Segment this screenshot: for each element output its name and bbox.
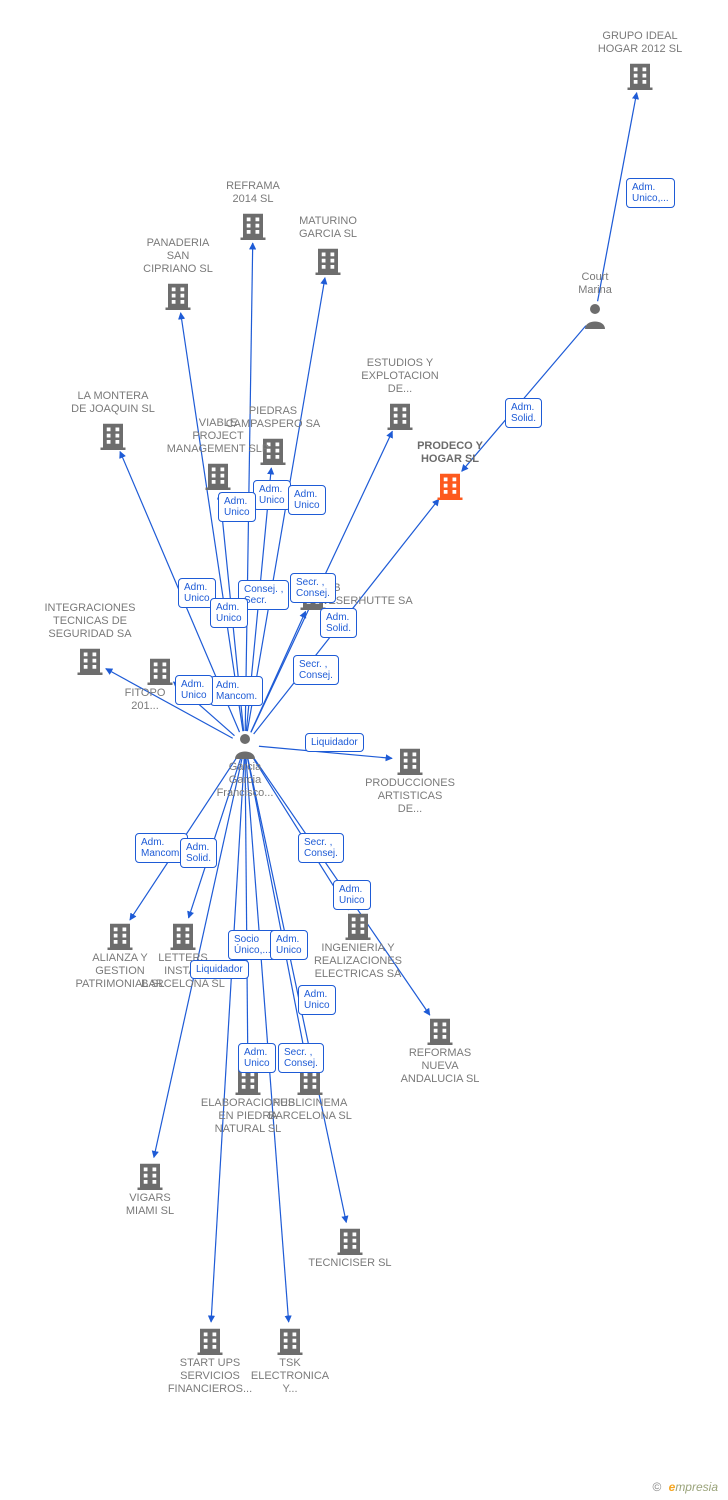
edge-label-garcia-reframa: Adm. Unico <box>253 480 291 510</box>
brand-rest: mpresia <box>675 1480 718 1494</box>
edge-label-garcia-reformas: Adm. Unico <box>333 880 371 910</box>
edge-label-garcia-viable: Adm. Unico <box>210 598 248 628</box>
edge-label-garcia-startups: Adm. Unico <box>238 1043 276 1073</box>
edge-label-garcia-letters: Adm. Solid. <box>180 838 217 868</box>
company-node-tecniciser[interactable] <box>335 1225 365 1260</box>
company-node-reformas[interactable] <box>425 1015 455 1050</box>
company-node-integraciones[interactable] <box>75 645 105 680</box>
edge-label-garcia-phb: Secr. , Consej. <box>293 655 339 685</box>
company-node-letters[interactable] <box>168 920 198 955</box>
company-node-ingenieria[interactable] <box>343 910 373 945</box>
company-node-viable[interactable] <box>203 460 233 495</box>
company-node-grupo_ideal[interactable] <box>625 60 655 95</box>
copyright-symbol: © <box>652 1480 661 1494</box>
person-node-court_marina[interactable] <box>583 301 607 334</box>
edge-garcia-reframa <box>245 243 253 731</box>
edge-label-garcia-producciones: Liquidador <box>305 733 364 752</box>
edge-label-garcia-estudios: Secr. , Consej. <box>290 573 336 603</box>
edge-label-garcia-tsk: Secr. , Consej. <box>278 1043 324 1073</box>
edge-label-garcia-tecniciser: Adm. Unico <box>298 985 336 1015</box>
edge-label-garcia-maturino: Adm. Unico <box>288 485 326 515</box>
company-node-vigars[interactable] <box>135 1160 165 1195</box>
edge-garcia-publicinema <box>248 759 307 1063</box>
company-node-la_montera[interactable] <box>98 420 128 455</box>
company-node-producciones[interactable] <box>395 745 425 780</box>
company-node-tsk[interactable] <box>275 1325 305 1360</box>
company-node-reframa[interactable] <box>238 210 268 245</box>
edge-label-court_marina-prodeco: Adm. Solid. <box>505 398 542 428</box>
edge-garcia-elaboraciones <box>245 759 248 1062</box>
company-node-panaderia[interactable] <box>163 280 193 315</box>
copyright: © empresia <box>652 1480 718 1494</box>
company-node-estudios[interactable] <box>385 400 415 435</box>
edge-label-garcia-ingenieria: Secr. , Consej. <box>298 833 344 863</box>
edge-label-garcia-publicinema: Adm. Unico <box>270 930 308 960</box>
person-node-garcia[interactable] <box>233 731 257 764</box>
network-graph <box>0 0 728 1500</box>
company-node-prodeco[interactable] <box>435 470 465 505</box>
edge-label-garcia-fitopo: Adm. Unico <box>175 675 213 705</box>
company-node-fitopo[interactable] <box>145 655 175 690</box>
company-node-piedras[interactable] <box>258 435 288 470</box>
edge-label-court_marina-grupo_ideal: Adm. Unico,... <box>626 178 675 208</box>
edge-label-garcia-vigars: Liquidador <box>190 960 249 979</box>
company-node-maturino[interactable] <box>313 245 343 280</box>
edge-label-garcia-prodeco: Adm. Solid. <box>320 608 357 638</box>
edge-garcia-tsk <box>246 759 289 1322</box>
company-node-startups[interactable] <box>195 1325 225 1360</box>
edge-label-garcia-panaderia: Adm. Unico <box>218 492 256 522</box>
edge-label-garcia-fitopo: Adm. Mancom. <box>210 676 263 706</box>
company-node-alianza[interactable] <box>105 920 135 955</box>
